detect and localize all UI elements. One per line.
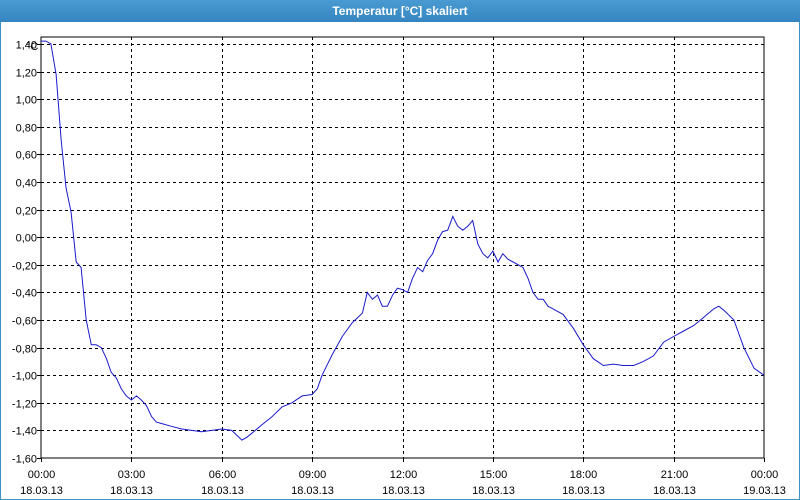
x-tick-time-label: 06:00	[209, 469, 237, 481]
y-tick-label: 0,40	[16, 178, 37, 190]
plot-frame	[40, 36, 765, 459]
y-tick-label: -0,40	[12, 288, 37, 300]
y-tick-label: -0,80	[12, 344, 37, 356]
y-tick-label: 0,60	[16, 150, 37, 162]
y-tick-label: -0,20	[12, 261, 37, 273]
y-tick-label: 0,00	[16, 233, 37, 245]
y-tick-label: 0,20	[16, 206, 37, 218]
y-tick-label: -1,40	[12, 426, 37, 438]
x-tick-time-label: 00:00	[28, 469, 56, 481]
x-tick-date-label: 18.03.13	[653, 485, 696, 497]
grid-lines	[41, 37, 764, 458]
x-tick-time-label: 03:00	[118, 469, 146, 481]
y-tick-label: -1,60	[12, 454, 37, 466]
window-title: Temperatur [°C] skaliert	[0, 0, 800, 22]
y-tick-label: 1,00	[16, 95, 37, 107]
x-tick-time-label: 18:00	[570, 469, 598, 481]
temperature-series-line	[41, 40, 765, 441]
y-tick-label: -0,60	[12, 316, 37, 328]
x-tick-date-label: 18.03.13	[472, 485, 515, 497]
x-tick-date-label: 18.03.13	[562, 485, 605, 497]
x-tick-date-label: 18.03.13	[20, 485, 63, 497]
y-tick-label: 1,40	[16, 40, 37, 52]
y-tick-label: -1,00	[12, 371, 37, 383]
x-tick-date-label: 19.03.13	[743, 485, 786, 497]
x-tick-date-label: 18.03.13	[291, 485, 334, 497]
x-tick-date-label: 18.03.13	[201, 485, 244, 497]
y-tick-label: -1,20	[12, 399, 37, 411]
y-tick-label: 0,80	[16, 123, 37, 135]
x-tick-date-label: 18.03.13	[382, 485, 425, 497]
x-tick-time-label: 15:00	[480, 469, 508, 481]
x-tick-time-label: 12:00	[390, 469, 418, 481]
y-axis-ticks: 1,40 1,20 1,00 0,80 0,60 0,40 0,20 0,00 -0,20 -0,…	[12, 40, 41, 466]
x-tick-date-label: 18.03.13	[110, 485, 153, 497]
y-tick-label: 1,20	[16, 68, 37, 80]
x-tick-time-label: 21:00	[661, 469, 689, 481]
chart-area: °C 1,40 1,20 1,00 0,80 0,60 0,40 0,20 0,00 -0,20…	[1, 22, 799, 499]
y-axis-unit-label: °C	[26, 41, 38, 53]
temperature-chart: °C 1,40 1,20 1,00 0,80 0,60 0,40 0,20 0,00 -0,20…	[12, 36, 786, 497]
x-tick-time-label: 09:00	[299, 469, 327, 481]
x-axis-ticks: 00:00 18.03.13 03:00 18.03.13 06:00 18.03.13 0…	[20, 458, 786, 497]
x-tick-time-label: 00:00	[751, 469, 779, 481]
